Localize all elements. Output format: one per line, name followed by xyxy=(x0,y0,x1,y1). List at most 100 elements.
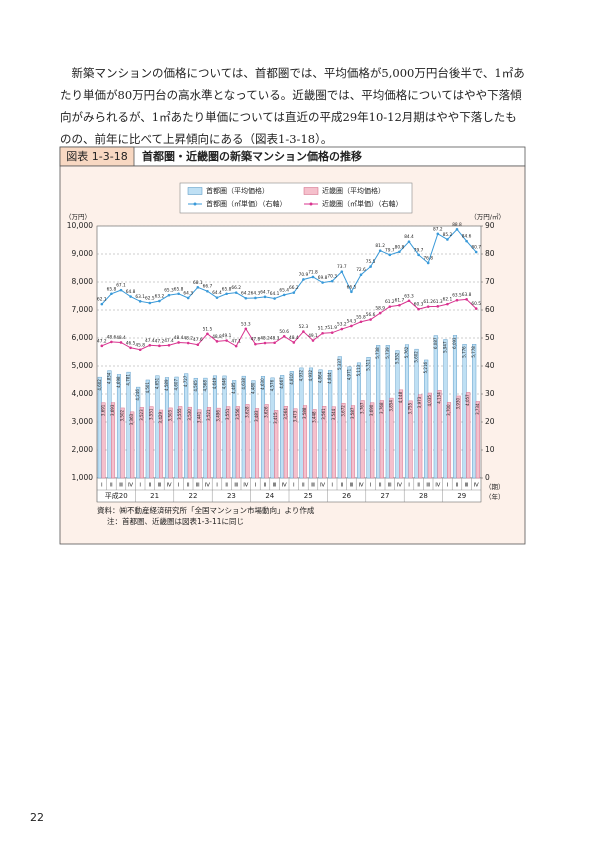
line-value-label: 71.8 xyxy=(308,269,318,275)
bar xyxy=(318,369,323,479)
bar xyxy=(379,400,384,479)
x-tick-label: Ⅲ xyxy=(311,483,315,489)
bar-value-label: 3,691 xyxy=(100,404,105,416)
line-point xyxy=(369,318,372,321)
line-value-label: 63.8 xyxy=(462,292,472,298)
bar xyxy=(164,377,170,479)
bar-value-label: 3,588 xyxy=(302,407,307,419)
bar-value-label: 5,216 xyxy=(423,361,428,373)
bar-value-label: 4,148 xyxy=(398,391,403,403)
bar xyxy=(187,406,192,479)
line-value-label: 64.2 xyxy=(241,291,251,297)
bar-value-label: 3,854 xyxy=(388,400,393,412)
bar-value-label: 4,246 xyxy=(135,389,140,401)
x-tick-label: Ⅱ xyxy=(417,483,420,489)
bar xyxy=(322,406,327,479)
y-tick-label: 10,000 xyxy=(67,221,93,230)
bar xyxy=(232,380,237,479)
x-tick-label: Ⅱ xyxy=(148,483,151,489)
line-point xyxy=(138,348,142,352)
x-tick-label: Ⅳ xyxy=(358,483,364,489)
bar-value-label: 3,483 xyxy=(254,410,259,422)
legend-label: 首都圏（平均価格） xyxy=(206,186,269,195)
bar-value-label: 5,762 xyxy=(404,346,409,358)
line-point xyxy=(196,343,200,347)
line-value-label: 60.3 xyxy=(414,302,424,308)
line-value-label: 64.4 xyxy=(212,290,222,296)
bar-value-label: 4,568 xyxy=(202,380,207,392)
x-tick-label: Ⅳ xyxy=(205,483,211,489)
x-tick-label: Ⅰ xyxy=(255,483,257,489)
legend-label: 近畿圏（平均価格） xyxy=(322,186,385,195)
line-point xyxy=(244,327,248,331)
bar xyxy=(280,375,285,479)
line-point xyxy=(436,305,440,308)
bar xyxy=(145,379,150,479)
x-tick-label: Ⅲ xyxy=(465,483,469,489)
bar-value-label: 3,415 xyxy=(273,412,278,424)
y-tick-label: 6,000 xyxy=(72,333,94,342)
line-value-label: 61.2 xyxy=(423,299,433,305)
line-value-label: 88.8 xyxy=(452,222,462,228)
line-point xyxy=(446,238,449,241)
line-value-label: 84.4 xyxy=(404,234,414,240)
line-value-label: 54.3 xyxy=(347,318,357,324)
bar-value-label: 3,930 xyxy=(456,398,461,410)
line-point xyxy=(177,292,180,296)
bar-value-label: 4,781 xyxy=(126,374,131,386)
x-tick-label: Ⅳ xyxy=(166,483,172,489)
line-value-label: 62.1 xyxy=(97,297,107,303)
line-value-label: 51.7 xyxy=(318,326,328,332)
line-value-label: 47.4 xyxy=(145,338,155,344)
x-tick-label: Ⅰ xyxy=(331,483,333,489)
line-point xyxy=(110,340,113,344)
y2-tick-label: 90 xyxy=(485,221,495,230)
bar-value-label: 5,738 xyxy=(375,347,380,359)
bar-value-label: 3,503 xyxy=(168,409,173,421)
paragraph: 新築マンションの価格については、首都圏では、平均価格が5,000万円台後半で、1… xyxy=(60,66,525,146)
bar xyxy=(424,359,429,479)
line-point xyxy=(426,305,430,308)
line-point xyxy=(455,298,459,302)
line-point xyxy=(388,305,392,308)
line-point xyxy=(119,341,123,344)
line-value-label: 65.8 xyxy=(174,286,184,292)
line-point xyxy=(167,343,171,347)
line-value-label: 68.1 xyxy=(193,280,203,286)
bar-value-label: 5,552 xyxy=(394,352,399,364)
year-label: 平成20 xyxy=(105,491,128,500)
bar-value-label: 3,672 xyxy=(340,405,345,417)
bar xyxy=(351,405,356,479)
bar-value-label: 5,113 xyxy=(356,364,361,376)
line-point xyxy=(302,330,305,333)
y-tick-label: 2,000 xyxy=(72,445,94,454)
line-value-label: 51.9 xyxy=(327,325,337,331)
line-value-label: 79.7 xyxy=(414,247,424,253)
bar-value-label: 5,776 xyxy=(462,346,467,358)
bar xyxy=(303,405,308,479)
bar-value-label: 5,778 xyxy=(471,346,476,358)
bar-value-label: 3,628 xyxy=(244,406,249,418)
line-value-label: 73.7 xyxy=(337,264,347,270)
bar xyxy=(235,406,240,479)
bar xyxy=(293,408,298,479)
bar-value-label: 4,651 xyxy=(154,377,159,389)
year-label: 27 xyxy=(381,492,390,500)
bar-value-label: 6,093 xyxy=(452,337,457,349)
y-tick-label: 5,000 xyxy=(72,361,94,370)
line-point xyxy=(398,250,401,254)
line-point xyxy=(254,342,257,346)
line-point xyxy=(465,298,468,301)
line-point xyxy=(100,344,104,348)
line-point xyxy=(148,301,152,305)
x-tick-label: Ⅳ xyxy=(320,483,326,489)
y-tick-label: 8,000 xyxy=(72,277,94,286)
bar-value-label: 3,363 xyxy=(129,413,134,425)
bar-value-label: 4,864 xyxy=(318,371,323,383)
line-point xyxy=(148,343,152,347)
x-unit-year: （年） xyxy=(485,492,505,501)
line-point xyxy=(158,344,161,348)
bar xyxy=(433,335,438,479)
line-value-label: 80.8 xyxy=(395,244,405,250)
